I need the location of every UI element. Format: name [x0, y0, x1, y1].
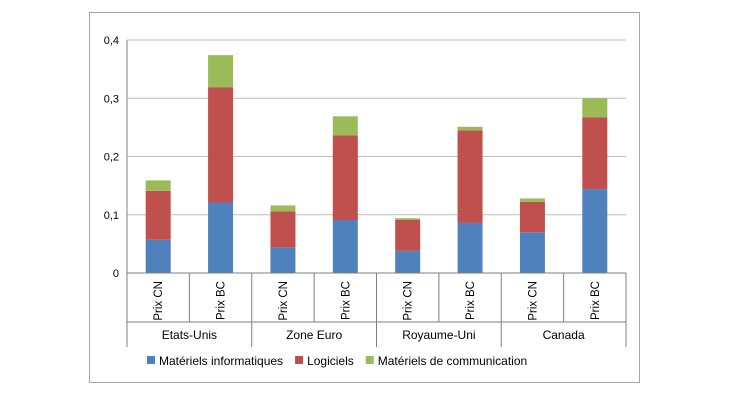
- bar-segment: [270, 247, 296, 273]
- chart-frame: 0 0,1 0,2 0,3 0,4 Prix CN Prix BC Prix CN Prix B…: [89, 12, 640, 383]
- bar-segment: [145, 239, 171, 273]
- bar-segment: [145, 190, 171, 240]
- bar-segment: [270, 211, 296, 248]
- bar-segment: [457, 126, 483, 131]
- legend-label: Logiciels: [307, 354, 354, 368]
- bar-segment: [582, 117, 608, 190]
- category-label: Prix BC: [590, 281, 602, 320]
- category-label: Prix BC: [340, 281, 352, 320]
- bar-segment: [332, 116, 358, 136]
- legend-label: Matériels de communication: [378, 354, 527, 368]
- group-label: Royaume-Uni: [402, 328, 475, 342]
- bar-segment: [395, 250, 421, 273]
- bar-segment: [208, 87, 234, 203]
- legend-swatch: [147, 356, 155, 364]
- category-label: Prix CN: [278, 281, 290, 321]
- bar-segment: [519, 198, 545, 202]
- bar-segment: [457, 222, 483, 273]
- bar-segment: [582, 189, 608, 273]
- y-tick-label: 0,1: [104, 210, 119, 222]
- bar-segment: [208, 55, 234, 88]
- group-label: Canada: [543, 328, 585, 342]
- bar-segment: [270, 205, 296, 212]
- bar-segment: [332, 135, 358, 220]
- group-label: Etats-Unis: [162, 328, 217, 342]
- category-label: Prix CN: [527, 281, 539, 321]
- bar-segment: [519, 201, 545, 233]
- group-label: Zone Euro: [286, 328, 342, 342]
- bar-segment: [457, 130, 483, 223]
- bar-segment: [519, 232, 545, 273]
- bar-segment: [395, 219, 421, 251]
- bar-segment: [145, 180, 171, 191]
- legend-label: Matériels informatiques: [159, 354, 283, 368]
- legend-swatch: [295, 356, 304, 364]
- y-tick-label: 0,4: [104, 35, 119, 47]
- bar-segment: [208, 202, 234, 273]
- y-tick-label: 0: [113, 268, 119, 280]
- category-label: Prix CN: [153, 281, 165, 321]
- legend-swatch: [365, 356, 374, 364]
- category-label: Prix BC: [216, 281, 228, 320]
- y-tick-label: 0,3: [104, 93, 119, 105]
- category-label: Prix BC: [465, 281, 477, 320]
- bar-segment: [582, 98, 608, 118]
- y-tick-label: 0,2: [104, 152, 119, 164]
- stacked-bar-chart: 0 0,1 0,2 0,3 0,4 Prix CN Prix BC Prix CN Prix B…: [104, 35, 627, 368]
- bar-segment: [395, 218, 421, 220]
- category-label: Prix CN: [403, 281, 415, 321]
- bar-segment: [332, 219, 358, 273]
